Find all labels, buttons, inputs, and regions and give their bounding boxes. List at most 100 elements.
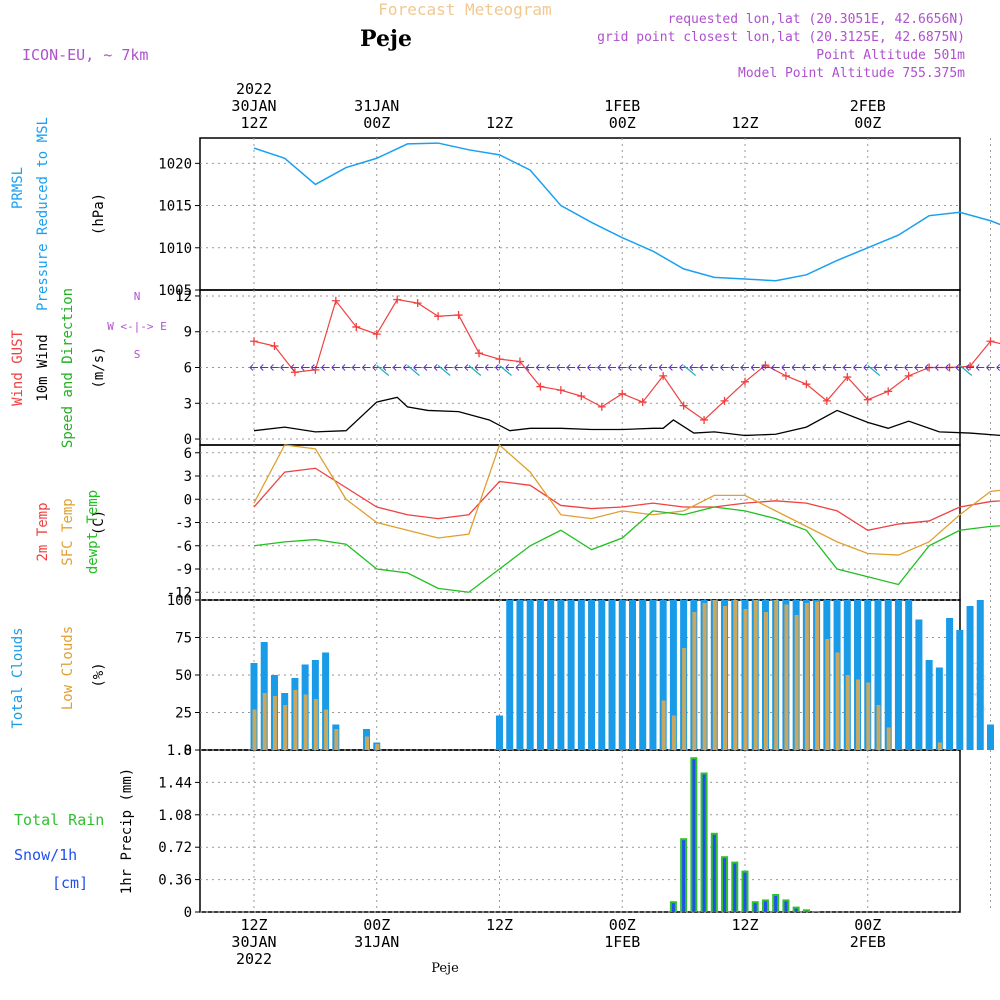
wind-arrow bbox=[607, 364, 617, 371]
y-tick-label: 12 bbox=[175, 289, 192, 305]
model-point-altitude: Model Point Altitude 755.375m bbox=[738, 66, 965, 81]
total-cloud-bar bbox=[547, 600, 555, 750]
y-tick-label: 3 bbox=[184, 396, 192, 412]
low-cloud-bar bbox=[886, 727, 891, 750]
time-label-bottom: 12Z bbox=[240, 916, 267, 934]
gust-marker bbox=[884, 387, 893, 396]
gust-marker bbox=[331, 296, 340, 305]
time-label-top: 00Z bbox=[363, 114, 390, 132]
gust-marker bbox=[372, 330, 381, 339]
wind-arrow bbox=[280, 364, 289, 371]
y-tick-label: 50 bbox=[175, 668, 192, 684]
low-cloud-bar bbox=[937, 742, 942, 750]
total-cloud-bar bbox=[628, 600, 636, 750]
low-cloud-bar bbox=[723, 606, 728, 750]
dewpt-line bbox=[253, 506, 1000, 593]
low-cloud-bar bbox=[252, 709, 257, 750]
wind-arrow bbox=[894, 364, 903, 371]
low-cloud-bar bbox=[815, 601, 820, 750]
gust-marker bbox=[638, 398, 647, 407]
wind-arrow bbox=[689, 364, 698, 371]
wind-arrow bbox=[853, 364, 862, 371]
gust-marker bbox=[577, 392, 586, 401]
wind-arrow bbox=[454, 364, 463, 371]
y-tick-label: 0 bbox=[184, 432, 192, 448]
snow-bar bbox=[682, 840, 686, 912]
wind-arrow bbox=[945, 364, 954, 371]
low-cloud-bar bbox=[876, 705, 881, 750]
wind-arrow bbox=[791, 364, 801, 371]
wind-arrow bbox=[812, 364, 821, 371]
gust-marker bbox=[250, 337, 258, 346]
wind-arrow bbox=[996, 364, 1000, 371]
rain-bar bbox=[802, 909, 810, 912]
snow-bar bbox=[723, 858, 727, 912]
time-label-top: 12Z bbox=[486, 114, 513, 132]
low-cloud-bar bbox=[661, 700, 666, 750]
direction-label: Speed and Direction bbox=[60, 288, 76, 448]
total-cloud-bar bbox=[536, 600, 544, 750]
y-tick-label: -6 bbox=[175, 539, 192, 555]
time-label-bottom: 2FEB bbox=[850, 933, 886, 951]
gust-marker bbox=[679, 401, 688, 410]
low-cloud-bar bbox=[671, 715, 676, 750]
y-tick-label: 3 bbox=[184, 469, 192, 485]
location-title: Peje bbox=[360, 26, 412, 52]
low-cloud-bar bbox=[712, 600, 717, 750]
total-cloud-bar bbox=[864, 600, 872, 750]
total-cloud-bar bbox=[608, 600, 616, 750]
gust-marker bbox=[270, 342, 279, 351]
wind-arrow bbox=[761, 364, 770, 371]
time-label-top: 2022 bbox=[236, 80, 272, 98]
total-cloud-bar bbox=[669, 600, 677, 750]
gust-marker bbox=[659, 371, 668, 380]
wind-arrow bbox=[709, 364, 719, 371]
wind-arrow bbox=[986, 364, 995, 371]
y-tick-label: 6 bbox=[184, 446, 192, 462]
total-cloud-bar bbox=[976, 600, 984, 750]
y-tick-label: 6 bbox=[184, 361, 192, 377]
gust-marker bbox=[822, 396, 831, 405]
wind-arrow bbox=[873, 364, 882, 371]
gust-marker bbox=[700, 415, 709, 424]
wind-arrow bbox=[975, 364, 985, 371]
wind-arrow bbox=[484, 364, 494, 371]
wind-arrow bbox=[382, 364, 391, 371]
wind-arrow-strong bbox=[376, 365, 390, 376]
time-label-bottom: 12Z bbox=[731, 916, 758, 934]
wind-arrow-strong bbox=[499, 365, 512, 376]
snow-unit-label: [cm] bbox=[52, 874, 88, 892]
wind-arrow bbox=[587, 364, 596, 371]
wind-arrow bbox=[474, 364, 484, 371]
gust-line bbox=[253, 298, 1000, 421]
total-cloud-bar bbox=[526, 600, 534, 750]
snow-bar bbox=[712, 834, 716, 912]
low-cloud-bar bbox=[774, 600, 779, 750]
total-cloud-bar bbox=[322, 652, 330, 750]
gust-marker bbox=[741, 377, 749, 386]
wind-arrow bbox=[576, 364, 586, 371]
snow-bar bbox=[784, 901, 788, 912]
snow-bar bbox=[702, 774, 706, 912]
total-cloud-bar bbox=[874, 600, 882, 750]
gust-marker bbox=[475, 349, 484, 358]
low-cloud-bar bbox=[313, 699, 318, 750]
y-tick-label: 1010 bbox=[158, 241, 192, 257]
total-cloud-bar bbox=[639, 600, 647, 750]
y-tick-label: 75 bbox=[175, 631, 192, 647]
wind-arrow bbox=[270, 364, 279, 371]
wind-arrow bbox=[832, 364, 842, 371]
y-tick-label: 100 bbox=[167, 593, 192, 609]
y-tick-label: 1.44 bbox=[158, 775, 192, 791]
y-axis-label: 1hr Precip (mm) bbox=[119, 768, 135, 894]
low-cloud-bar bbox=[272, 696, 277, 750]
low-cloud-bar bbox=[743, 609, 748, 750]
low-cloud-bar bbox=[784, 604, 789, 750]
time-label-top: 00Z bbox=[609, 114, 636, 132]
pressure-line bbox=[253, 142, 1000, 282]
wind-arrow bbox=[290, 364, 299, 371]
wind-arrow bbox=[556, 364, 565, 371]
wind-arrow bbox=[515, 364, 524, 371]
gust-marker bbox=[843, 373, 852, 382]
panel-frame bbox=[199, 137, 961, 291]
